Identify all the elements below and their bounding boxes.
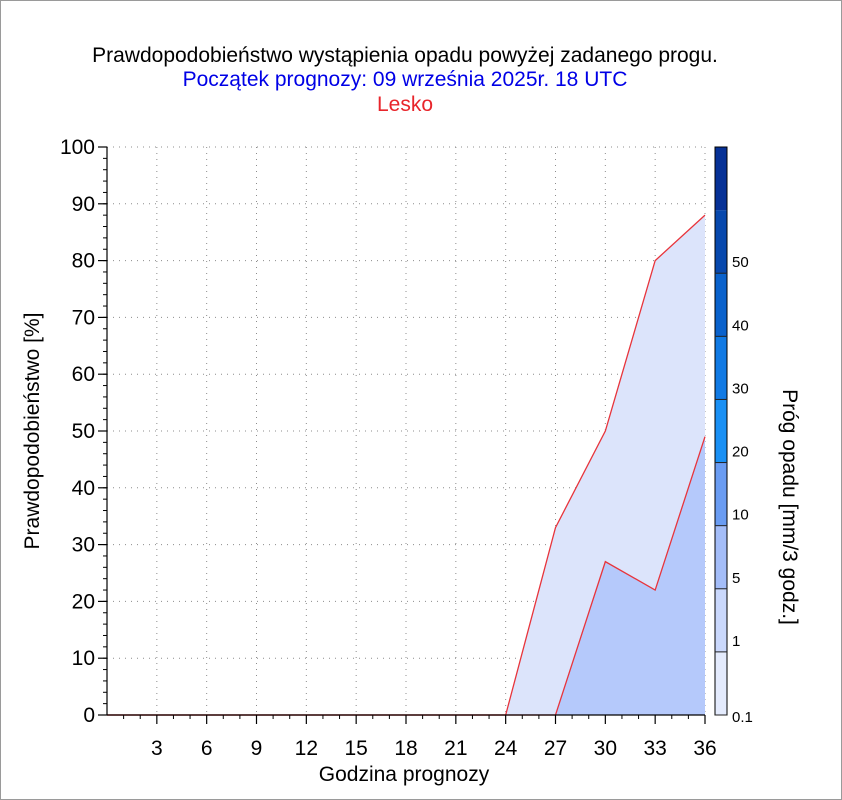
colorbar-tick-label: 1: [732, 633, 740, 650]
colorbar-segment: [715, 651, 727, 715]
y-axis-label: Prawdopodobieństwo [%]: [21, 313, 44, 550]
colorbar-segment: [715, 336, 727, 400]
colorbar-segment: [715, 462, 727, 526]
y-tick-label: 50: [72, 420, 95, 443]
y-tick-label: 90: [72, 193, 95, 216]
x-tick-label: 36: [693, 737, 716, 760]
y-tick-label: 80: [72, 250, 95, 273]
x-tick-label: 12: [295, 737, 318, 760]
x-tick-label: 24: [494, 737, 518, 760]
colorbar-segment: [715, 273, 727, 337]
y-tick-label: 100: [60, 136, 95, 159]
x-axis-label: Godzina prognozy: [319, 763, 490, 786]
colorbar-segment: [715, 588, 727, 652]
x-tick-label: 9: [251, 737, 263, 760]
chart-title: Prawdopodobieństwo wystąpienia opadu pow…: [92, 44, 718, 67]
y-tick-label: 20: [72, 590, 95, 613]
colorbar-tick-label: 40: [732, 317, 749, 334]
x-tick-label: 15: [344, 737, 367, 760]
area-series-0.1: [107, 215, 705, 715]
colorbar-tick-label: 0.1: [732, 709, 753, 726]
colorbar-label: Próg opadu [mm/3 godz.]: [778, 389, 801, 625]
colorbar-tick-label: 5: [732, 570, 740, 587]
y-tick-label: 40: [72, 477, 95, 500]
location-label: Lesko: [376, 93, 434, 116]
colorbar-segment: [715, 147, 727, 211]
x-tick-label: 18: [394, 737, 417, 760]
x-tick-label: 27: [544, 737, 567, 760]
x-tick-label: 33: [643, 737, 666, 760]
y-tick-label: 0: [83, 704, 95, 727]
colorbar-tick-label: 30: [732, 380, 749, 397]
y-tick-label: 10: [72, 647, 95, 670]
x-tick-label: 30: [594, 737, 617, 760]
area-series-1: [107, 436, 705, 715]
forecast-start-subtitle: Początek prognozy: 09 września 2025r. 18…: [182, 68, 628, 91]
colorbar-tick-label: 50: [732, 254, 749, 271]
y-tick-label: 60: [72, 363, 95, 386]
y-tick-label: 70: [72, 306, 95, 329]
colorbar-segment: [715, 399, 727, 463]
y-tick-label: 30: [72, 534, 95, 557]
colorbar-segment: [715, 210, 727, 274]
x-tick-label: 6: [201, 737, 213, 760]
x-tick-label: 21: [444, 737, 467, 760]
colorbar-tick-label: 10: [732, 507, 749, 524]
x-tick-label: 3: [151, 737, 163, 760]
colorbar-tick-label: 20: [732, 444, 749, 461]
colorbar-segment: [715, 525, 727, 589]
